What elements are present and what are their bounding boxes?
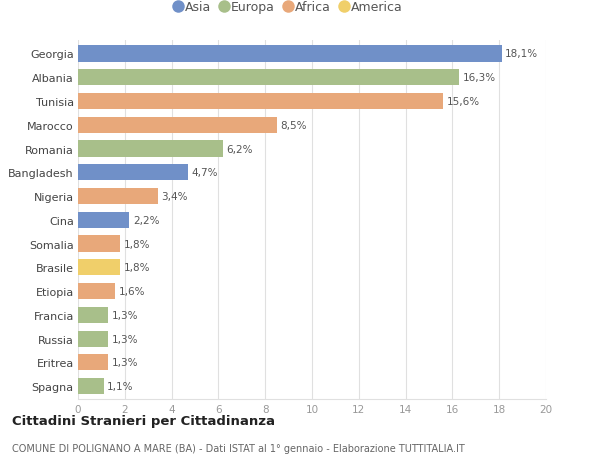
Text: 15,6%: 15,6% bbox=[446, 97, 479, 107]
Text: COMUNE DI POLIGNANO A MARE (BA) - Dati ISTAT al 1° gennaio - Elaborazione TUTTIT: COMUNE DI POLIGNANO A MARE (BA) - Dati I… bbox=[12, 443, 465, 453]
Bar bbox=[78, 236, 120, 252]
Text: Cittadini Stranieri per Cittadinanza: Cittadini Stranieri per Cittadinanza bbox=[12, 414, 275, 428]
Bar bbox=[78, 331, 109, 347]
Bar bbox=[78, 260, 120, 276]
Bar bbox=[78, 141, 223, 157]
Text: 1,8%: 1,8% bbox=[124, 263, 150, 273]
Bar bbox=[78, 354, 109, 370]
Text: 1,1%: 1,1% bbox=[107, 381, 134, 391]
Text: 4,7%: 4,7% bbox=[191, 168, 218, 178]
Bar bbox=[78, 70, 460, 86]
Text: 1,3%: 1,3% bbox=[112, 334, 139, 344]
Text: 18,1%: 18,1% bbox=[505, 50, 538, 59]
Bar bbox=[78, 189, 158, 205]
Legend: Asia, Europa, Africa, America: Asia, Europa, Africa, America bbox=[175, 1, 403, 14]
Text: 3,4%: 3,4% bbox=[161, 191, 188, 202]
Text: 2,2%: 2,2% bbox=[133, 215, 160, 225]
Bar bbox=[78, 378, 104, 394]
Text: 1,6%: 1,6% bbox=[119, 286, 145, 297]
Bar bbox=[78, 46, 502, 62]
Text: 6,2%: 6,2% bbox=[227, 144, 253, 154]
Text: 1,3%: 1,3% bbox=[112, 310, 139, 320]
Bar bbox=[78, 307, 109, 323]
Text: 16,3%: 16,3% bbox=[463, 73, 496, 83]
Bar bbox=[78, 212, 130, 229]
Bar bbox=[78, 283, 115, 300]
Bar bbox=[78, 118, 277, 134]
Text: 8,5%: 8,5% bbox=[280, 121, 307, 130]
Text: 1,8%: 1,8% bbox=[124, 239, 150, 249]
Bar bbox=[78, 94, 443, 110]
Bar bbox=[78, 165, 188, 181]
Text: 1,3%: 1,3% bbox=[112, 358, 139, 368]
